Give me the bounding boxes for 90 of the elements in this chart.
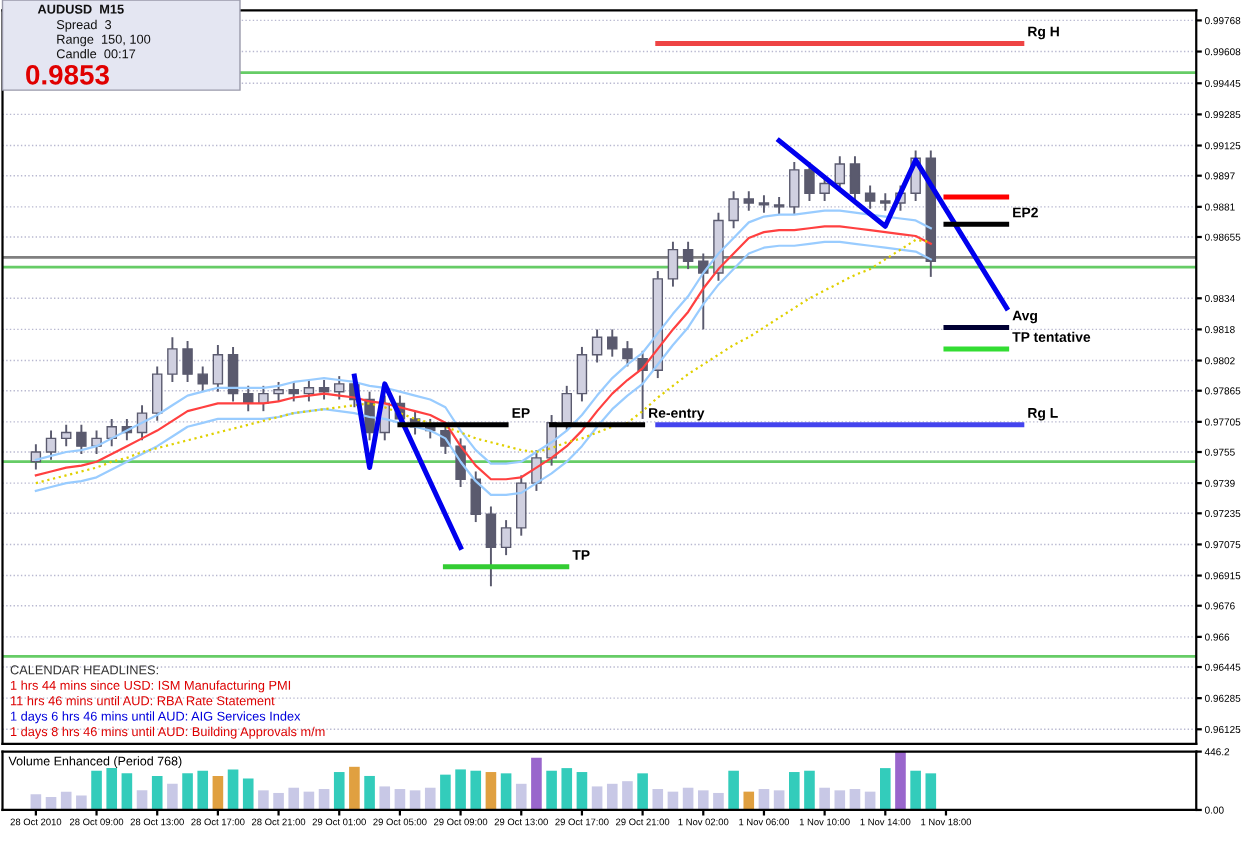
- candlestick: [743, 190, 755, 212]
- bar: [622, 781, 633, 810]
- candlestick: [728, 190, 739, 230]
- bar: [637, 773, 648, 810]
- bar: [743, 791, 755, 810]
- candlestick: [682, 240, 694, 271]
- bar: [788, 772, 800, 810]
- bar: [424, 787, 436, 810]
- candlestick: [167, 336, 178, 383]
- bar: [333, 772, 345, 810]
- bar: [485, 772, 497, 810]
- bar: [318, 789, 330, 810]
- bar: [106, 768, 118, 810]
- bar: [167, 783, 178, 810]
- bar: [349, 766, 360, 810]
- bar: [197, 770, 209, 810]
- bar: [440, 774, 451, 810]
- candlestick: [576, 345, 588, 403]
- bar: [500, 773, 512, 810]
- candlestick: [607, 328, 618, 358]
- candlestick: [485, 505, 497, 588]
- line-series: [351, 373, 464, 550]
- line-series: [776, 138, 1010, 311]
- bar: [576, 772, 588, 810]
- candlestick: [789, 161, 800, 216]
- bar: [151, 775, 163, 810]
- candlestick: [834, 155, 846, 193]
- candlestick: [106, 417, 117, 448]
- bar: [136, 790, 148, 810]
- bar: [531, 757, 542, 810]
- bar: [409, 790, 421, 810]
- candlestick: [819, 174, 830, 202]
- bar: [804, 770, 815, 810]
- bar: [834, 790, 846, 810]
- bar: [394, 789, 406, 810]
- bar: [76, 795, 87, 810]
- bar: [561, 768, 573, 810]
- candlestick: [516, 474, 527, 537]
- bar: [30, 794, 42, 810]
- bar: [879, 768, 891, 810]
- bar: [273, 792, 284, 810]
- bar: [925, 773, 937, 810]
- candlestick: [197, 365, 208, 393]
- bar: [895, 751, 906, 810]
- annotation: 0.9853: [26, 65, 109, 85]
- candlestick: [288, 380, 299, 403]
- candlestick: [212, 344, 224, 393]
- candlestick: [151, 365, 163, 422]
- candlestick: [273, 380, 284, 403]
- bar: [728, 770, 739, 810]
- bar: [773, 790, 785, 810]
- bar: [713, 792, 724, 810]
- bar: [652, 789, 664, 810]
- bar: [288, 787, 300, 810]
- candlestick: [182, 340, 193, 383]
- bar: [182, 773, 193, 810]
- candlestick: [60, 423, 72, 448]
- bar: [910, 770, 921, 810]
- candlestick: [303, 379, 315, 403]
- bar: [121, 773, 133, 810]
- bar: [91, 770, 102, 810]
- bar: [242, 778, 254, 810]
- bar: [849, 789, 861, 810]
- candlestick: [561, 384, 573, 432]
- bar: [819, 787, 830, 810]
- candlestick: [45, 429, 57, 461]
- bar: [258, 790, 269, 810]
- bar: [606, 783, 618, 810]
- candlestick: [76, 423, 87, 455]
- candlestick: [500, 519, 512, 557]
- bar: [591, 786, 603, 810]
- candlestick: [227, 345, 239, 403]
- bar: [515, 783, 527, 810]
- candlestick: [864, 184, 876, 210]
- candlestick: [318, 379, 330, 401]
- bar: [546, 770, 557, 810]
- bar: [470, 770, 482, 810]
- bar: [758, 789, 770, 810]
- candlestick: [849, 155, 861, 202]
- bar: [212, 775, 224, 810]
- bar: [379, 786, 391, 810]
- bar: [455, 769, 466, 810]
- bar: [697, 790, 709, 810]
- candlestick: [591, 328, 603, 364]
- bar: [364, 775, 375, 810]
- bar: [227, 769, 239, 810]
- candlestick: [622, 340, 633, 368]
- bar: [60, 791, 72, 810]
- candlestick: [667, 240, 679, 288]
- candlestick: [333, 375, 345, 401]
